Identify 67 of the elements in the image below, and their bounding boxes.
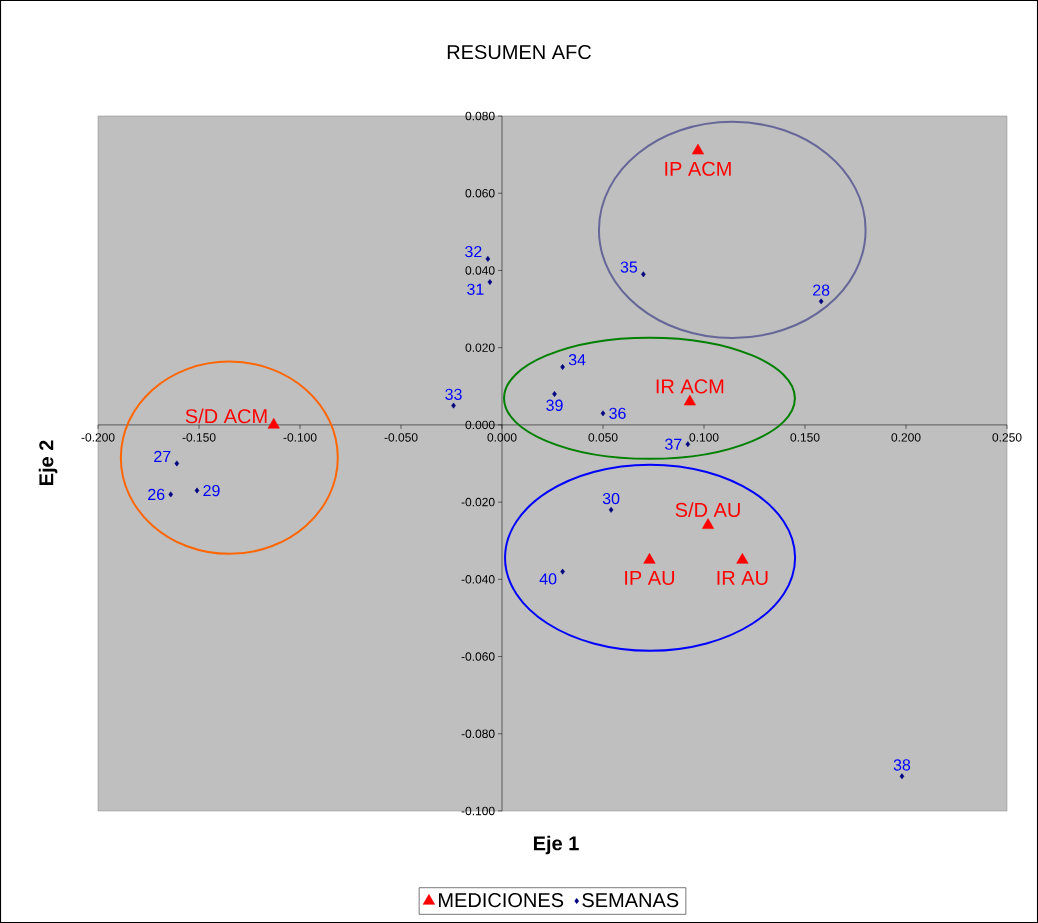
point <box>560 568 565 575</box>
annotation: 33 <box>445 388 462 400</box>
annotation: 30 <box>602 492 620 505</box>
point <box>818 298 824 305</box>
legend-label: SEMANAS <box>582 893 679 908</box>
y-tick-label: 0.080 <box>465 111 495 121</box>
point <box>685 441 691 448</box>
y-tick-label: 0.060 <box>465 188 495 198</box>
point <box>174 460 180 467</box>
point <box>643 553 656 564</box>
point <box>168 491 174 498</box>
point <box>608 506 614 513</box>
annotation: 39 <box>546 399 563 411</box>
y-tick-label: -0.040 <box>461 575 495 584</box>
point <box>560 364 565 370</box>
annotation: 34 <box>568 354 586 366</box>
annotation: IR ACM <box>656 379 724 394</box>
point <box>691 143 704 155</box>
x-tick-label: -0.200 <box>81 433 115 442</box>
annotation: 26 <box>148 488 165 501</box>
annotation: S/D ACM <box>185 408 267 424</box>
annotation: 29 <box>203 484 220 497</box>
annotation: 37 <box>665 438 682 450</box>
x-tick-label: 0.000 <box>487 433 517 442</box>
annotation: IP ACM <box>665 161 731 176</box>
x-tick-label: 0.050 <box>588 433 618 442</box>
point <box>683 394 696 406</box>
point <box>736 553 749 564</box>
annotation: IR AU <box>717 570 768 585</box>
annotation: S/D AU <box>675 502 740 518</box>
y-tick-label: 0.000 <box>465 420 495 430</box>
annotation: 31 <box>467 283 484 295</box>
y-tick-label: 0.040 <box>465 266 495 275</box>
point <box>267 417 280 429</box>
x-tick-label: 0.250 <box>992 433 1022 442</box>
x-tick-label: 0.150 <box>790 433 820 442</box>
point <box>702 518 715 529</box>
annotation: 38 <box>893 759 911 771</box>
point <box>552 391 557 397</box>
point <box>899 773 905 780</box>
annotation: 35 <box>620 261 638 273</box>
y-tick-label: -0.100 <box>461 806 495 816</box>
annotation: 36 <box>609 407 626 419</box>
y-tick-label: -0.080 <box>461 729 495 739</box>
point <box>641 271 646 278</box>
point <box>194 487 200 494</box>
y-tick-label: 0.020 <box>465 343 495 352</box>
x-tick-label: 0.200 <box>891 433 921 442</box>
annotation: 32 <box>465 245 482 258</box>
x-tick-label: 0.100 <box>689 433 719 442</box>
x-tick-label: -0.150 <box>182 433 216 442</box>
point <box>600 410 606 417</box>
annotation: 40 <box>539 573 557 585</box>
x-tick-label: -0.050 <box>384 433 418 442</box>
y-tick-label: -0.020 <box>461 497 495 507</box>
y-tick-label: -0.060 <box>461 652 495 661</box>
chart-title: RESUMEN AFC <box>447 44 591 60</box>
annotation: 28 <box>813 284 830 296</box>
annotation: 27 <box>154 450 171 462</box>
y-axis-title: Eje 2 <box>38 440 58 486</box>
point <box>485 255 491 262</box>
annotation: IP AU <box>625 570 675 585</box>
x-tick-label: -0.100 <box>283 433 317 442</box>
legend-label: MEDICIONES <box>439 893 564 908</box>
point <box>451 402 456 409</box>
point <box>487 279 493 285</box>
x-axis-title: Eje 1 <box>534 835 579 855</box>
